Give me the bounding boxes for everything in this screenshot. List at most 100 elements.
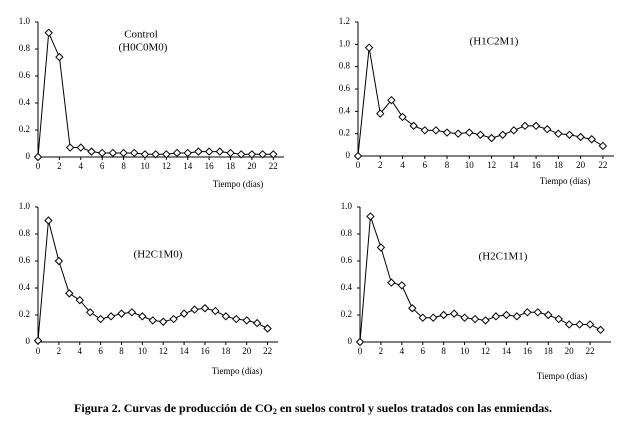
x-tick-label: 14 xyxy=(509,160,519,170)
marker xyxy=(453,129,463,138)
x-axis-label: Tiempo (días) xyxy=(540,176,590,186)
x-tick-label: 8 xyxy=(445,160,450,170)
chart-title: (H1C2M1) xyxy=(470,36,519,48)
marker xyxy=(531,121,541,131)
x-tick-label: 14 xyxy=(183,161,193,171)
marker xyxy=(487,133,496,143)
chart-title: Control xyxy=(124,29,158,41)
y-tick-label: 0 xyxy=(26,151,31,161)
chart-subtitle: (H0C0M0) xyxy=(119,42,168,54)
x-tick-label: 0 xyxy=(36,161,41,171)
x-tick-label: 8 xyxy=(121,161,126,171)
caption-subscript: 2 xyxy=(273,407,277,416)
marker xyxy=(263,324,272,333)
x-tick-label: 0 xyxy=(358,346,363,356)
caption-text: Figura 2. Curvas de producción de CO xyxy=(74,401,273,415)
marker xyxy=(221,312,231,321)
x-axis-label: Tiempo (días) xyxy=(537,371,587,381)
x-tick-label: 6 xyxy=(423,160,428,170)
marker xyxy=(159,317,168,326)
x-tick-label: 20 xyxy=(565,346,575,356)
x-tick-label: 12 xyxy=(481,346,490,356)
caption-text: en suelos control y suelos tratados con … xyxy=(277,401,552,415)
x-tick-label: 22 xyxy=(598,160,607,170)
y-tick-label: 0.8 xyxy=(19,43,31,53)
marker xyxy=(119,148,128,158)
x-tick-label: 22 xyxy=(586,346,595,356)
marker xyxy=(520,121,530,131)
marker xyxy=(596,325,605,335)
marker xyxy=(353,151,363,161)
y-tick-label: 1.2 xyxy=(339,16,350,26)
y-tick-label: 0.4 xyxy=(19,97,31,107)
x-tick-label: 10 xyxy=(138,346,148,356)
marker xyxy=(162,150,171,159)
marker xyxy=(387,278,396,287)
x-tick-label: 10 xyxy=(460,346,470,356)
marker xyxy=(127,308,137,317)
marker xyxy=(247,150,257,159)
x-tick-label: 0 xyxy=(36,346,41,356)
marker xyxy=(554,314,563,324)
line xyxy=(359,216,601,343)
marker xyxy=(54,256,64,266)
marker xyxy=(169,314,178,324)
marker xyxy=(576,132,585,142)
marker xyxy=(364,43,374,52)
y-tick-label: 0.4 xyxy=(339,105,351,115)
y-tick-label: 0.8 xyxy=(19,228,31,238)
y-tick-label: 0.2 xyxy=(341,309,352,319)
y-tick-label: 0.8 xyxy=(339,61,351,71)
marker xyxy=(470,314,480,324)
marker xyxy=(355,337,365,347)
x-tick-label: 14 xyxy=(180,346,190,356)
x-tick-label: 16 xyxy=(205,161,215,171)
x-tick-label: 18 xyxy=(554,160,564,170)
y-tick-label: 0.4 xyxy=(19,282,31,292)
x-tick-label: 4 xyxy=(400,160,405,170)
marker xyxy=(232,314,241,324)
marker xyxy=(376,109,385,118)
chart-title: (H2C1M0) xyxy=(134,249,183,261)
marker xyxy=(258,150,267,159)
y-tick-label: 0.6 xyxy=(19,255,31,265)
x-tick-label: 2 xyxy=(379,346,384,356)
marker xyxy=(366,212,375,221)
x-tick-label: 2 xyxy=(57,161,62,171)
y-tick-label: 0.6 xyxy=(341,255,353,265)
x-axis-label: Tiempo (días) xyxy=(213,179,263,189)
marker xyxy=(140,150,150,159)
marker xyxy=(565,130,574,139)
y-tick-label: 0 xyxy=(26,336,31,346)
y-tick-label: 1.0 xyxy=(339,38,351,48)
marker xyxy=(533,308,542,317)
marker xyxy=(252,318,262,328)
marker xyxy=(85,308,95,317)
marker xyxy=(554,129,563,138)
marker xyxy=(211,306,220,316)
marker xyxy=(190,305,199,314)
marker xyxy=(44,28,53,38)
x-tick-label: 8 xyxy=(119,346,124,356)
marker xyxy=(179,309,189,318)
caption: Figura 2. Curvas de producción de CO2 en… xyxy=(74,401,552,416)
marker xyxy=(397,281,407,290)
marker xyxy=(431,126,441,135)
marker xyxy=(204,147,214,156)
marker xyxy=(398,112,407,122)
marker xyxy=(130,148,139,158)
marker xyxy=(237,150,246,159)
marker xyxy=(117,309,126,318)
marker xyxy=(409,121,418,131)
chart-title: (H2C1M1) xyxy=(479,251,528,263)
marker xyxy=(465,128,474,137)
marker xyxy=(429,313,438,322)
y-tick-label: 0.6 xyxy=(339,83,351,93)
y-tick-label: 0.2 xyxy=(19,309,30,319)
marker xyxy=(65,289,74,298)
x-tick-label: 4 xyxy=(400,346,405,356)
y-tick-label: 0.8 xyxy=(341,228,353,238)
marker xyxy=(439,310,448,320)
marker xyxy=(387,95,396,105)
x-tick-label: 8 xyxy=(441,346,446,356)
